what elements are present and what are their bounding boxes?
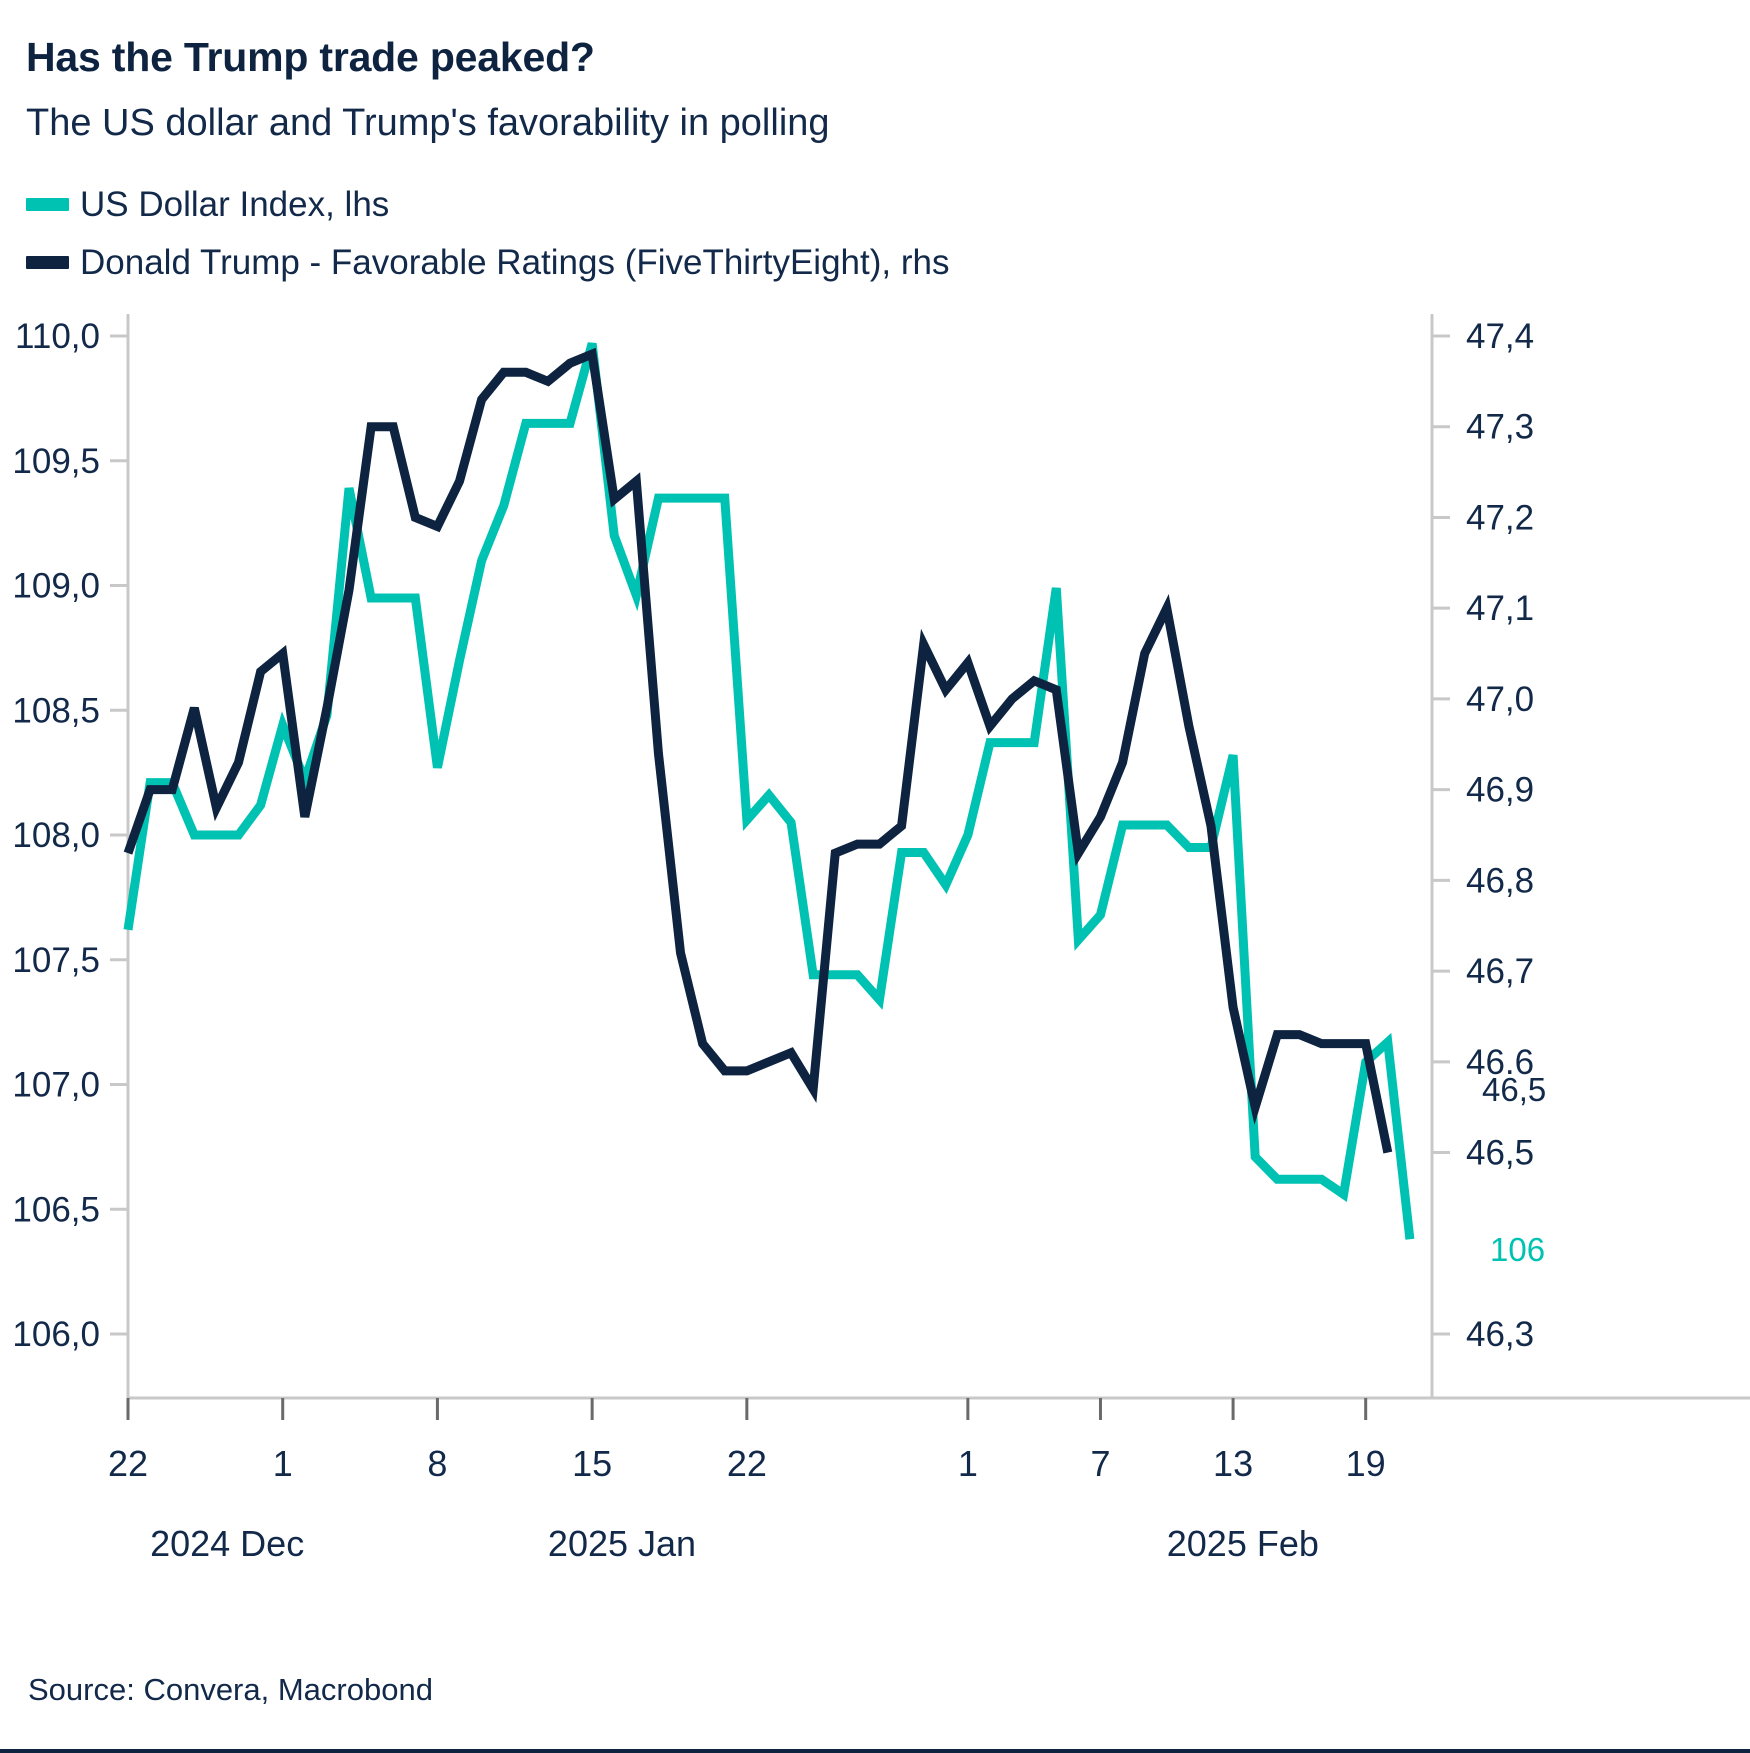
right-axis-tick-label: 46,8 — [1466, 861, 1534, 900]
right-axis-tick-label: 46.6 — [1466, 1043, 1534, 1082]
plot-area: 106,0 106,5 107,0 107,5 108,0 108,5 109,0 109,5… — [12, 314, 1750, 1564]
x-axis-tick-label: 22 — [727, 1443, 767, 1484]
x-axis-month-label: 2025 Jan — [548, 1523, 696, 1564]
x-axis-month-label: 2025 Feb — [1167, 1523, 1319, 1564]
left-axis-tick-label: 109,5 — [12, 442, 100, 481]
legend-item-trump[interactable]: Donald Trump - Favorable Ratings (FiveTh… — [26, 240, 949, 284]
end-label-usd-index: 106 — [1490, 1231, 1545, 1268]
left-axis-tick-label: 107,0 — [12, 1066, 100, 1105]
x-axis-tick-label: 19 — [1346, 1443, 1386, 1484]
right-axis-tick-label: 47,0 — [1466, 680, 1534, 719]
chart-legend: US Dollar Index, lhs Donald Trump - Favo… — [26, 182, 949, 298]
x-axis-tick-label: 7 — [1090, 1443, 1110, 1484]
chart-subtitle: The US dollar and Trump's favorability i… — [26, 102, 830, 144]
left-axis-tick-label: 109,0 — [12, 567, 100, 606]
right-axis-tick-label: 47,2 — [1466, 498, 1534, 537]
chart-title: Has the Trump trade peaked? — [26, 34, 595, 80]
legend-label-trump: Donald Trump - Favorable Ratings (FiveTh… — [80, 242, 950, 282]
right-axis-tick-label: 46,3 — [1466, 1315, 1534, 1354]
legend-label-usd: US Dollar Index, lhs — [80, 184, 390, 224]
right-axis-tick-label: 47,3 — [1466, 408, 1534, 447]
legend-item-usd[interactable]: US Dollar Index, lhs — [26, 182, 949, 226]
x-axis-month-label: 2024 Dec — [150, 1523, 304, 1564]
x-axis-tick-label: 15 — [572, 1443, 612, 1484]
x-axis-tick-label: 8 — [427, 1443, 447, 1484]
right-axis-tick-label: 47,4 — [1466, 317, 1534, 356]
left-axis-tick-label: 106,5 — [12, 1190, 100, 1229]
x-axis-tick-label: 1 — [958, 1443, 978, 1484]
series-line-usd-index — [123, 342, 1415, 1240]
x-axis-tick-label: 1 — [273, 1443, 293, 1484]
right-axis-tick-label: 46,7 — [1466, 952, 1534, 991]
left-axis-tick-label: 106,0 — [12, 1315, 100, 1354]
right-axis-tick-label: 46,9 — [1466, 771, 1534, 810]
series-line-trump-favorability — [123, 347, 1393, 1154]
left-axis-tick-label: 107,5 — [12, 941, 100, 980]
source-note: Source: Convera, Macrobond — [28, 1672, 433, 1707]
left-axis-tick-label: 110,0 — [15, 317, 100, 356]
end-label-trump-favorability: 46,5 — [1482, 1071, 1546, 1108]
left-axis-tick-label: 108,5 — [12, 691, 100, 730]
right-axis-tick-label: 47,1 — [1466, 589, 1534, 628]
x-axis-tick-label: 22 — [108, 1443, 148, 1484]
legend-swatch-trump — [26, 255, 69, 269]
right-axis-tick-label: 46,5 — [1466, 1134, 1534, 1173]
legend-swatch-usd — [26, 197, 69, 211]
bottom-rule — [0, 1749, 1750, 1753]
left-axis-tick-label: 108,0 — [12, 816, 100, 855]
x-axis-tick-label: 13 — [1213, 1443, 1253, 1484]
